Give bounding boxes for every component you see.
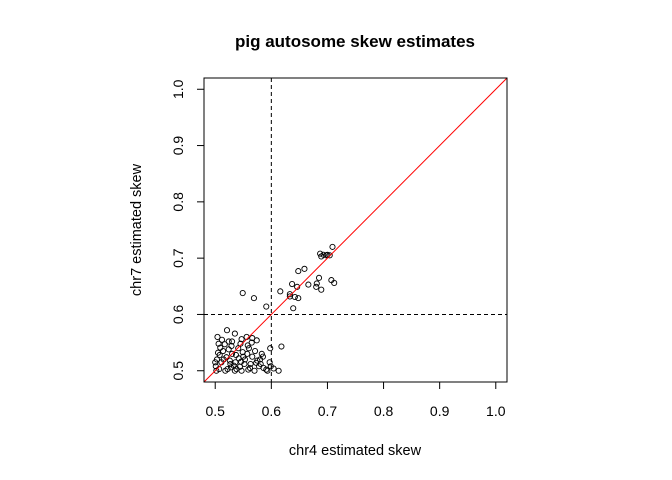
data-point (245, 345, 252, 352)
data-point (317, 250, 324, 257)
data-point (221, 341, 228, 348)
x-tick-label: 0.9 (430, 403, 450, 419)
data-point (237, 358, 245, 365)
y-axis-label: chr7 estimated skew (129, 163, 145, 296)
data-point (232, 351, 240, 359)
data-point (277, 288, 284, 295)
data-point (267, 345, 274, 352)
data-point (264, 367, 271, 374)
y-tick-label: 0.6 (170, 305, 186, 325)
data-point (253, 359, 260, 366)
data-point (244, 342, 251, 349)
data-point (315, 274, 323, 281)
x-tick-label: 0.6 (262, 403, 282, 419)
y-tick-label: 0.7 (170, 248, 186, 268)
data-point (212, 359, 219, 366)
data-point (226, 357, 233, 364)
data-point (224, 365, 231, 373)
data-point (231, 367, 238, 374)
data-point (229, 350, 236, 357)
data-point (289, 280, 296, 288)
data-point (218, 336, 226, 343)
data-point (305, 281, 312, 288)
data-point (240, 353, 247, 360)
points-layer (203, 77, 508, 383)
x-axis: 0.5 0.6 0.7 0.8 0.9 1.0 (205, 382, 506, 419)
data-point (286, 291, 293, 298)
data-point (229, 338, 236, 345)
data-point (295, 295, 302, 302)
data-point (216, 351, 223, 359)
data-point (257, 356, 264, 363)
data-point (250, 295, 257, 302)
data-point (248, 339, 255, 346)
data-point (225, 346, 232, 353)
x-tick-label: 1.0 (486, 403, 506, 419)
data-point (331, 279, 338, 286)
data-point (278, 343, 285, 350)
data-point (320, 251, 327, 258)
x-axis-label: chr4 estimated skew (289, 443, 422, 459)
data-point (290, 305, 297, 312)
data-point (252, 347, 259, 355)
data-point (249, 335, 256, 342)
data-point (301, 265, 308, 272)
data-point (294, 283, 301, 290)
data-point (239, 289, 246, 297)
x-tick-label: 0.7 (318, 403, 338, 419)
data-point (249, 353, 256, 360)
diagonal-line (203, 77, 508, 383)
data-point (227, 360, 234, 368)
data-point (313, 283, 320, 290)
data-point (244, 350, 251, 357)
data-point (258, 350, 265, 357)
data-point (275, 367, 282, 374)
y-tick-label: 0.9 (170, 136, 186, 156)
data-point (295, 268, 302, 275)
data-point (326, 252, 333, 259)
data-point (313, 280, 320, 287)
data-point (251, 367, 258, 374)
data-point (225, 338, 232, 345)
data-point (263, 366, 270, 373)
data-point (266, 359, 273, 366)
data-point (220, 347, 227, 355)
data-point (263, 303, 270, 310)
data-point (291, 293, 298, 301)
data-point (215, 340, 222, 347)
y-tick-label: 1.0 (170, 79, 186, 99)
y-tick-label: 0.5 (170, 361, 186, 381)
x-tick-label: 0.8 (374, 403, 394, 419)
x-tick-label: 0.5 (205, 403, 225, 419)
y-tick-label: 0.8 (170, 192, 186, 212)
data-point (318, 286, 325, 293)
data-point (228, 342, 235, 350)
data-point (246, 364, 254, 371)
data-point (245, 366, 252, 373)
y-axis: 0.5 0.6 0.7 0.8 0.9 1.0 (170, 79, 204, 380)
plot-area (204, 78, 507, 382)
data-point (238, 336, 245, 343)
data-point (247, 360, 254, 368)
plot-frame (203, 77, 508, 383)
chart-title: pig autosome skew estimates (235, 32, 475, 51)
data-point (214, 333, 221, 341)
data-point (235, 345, 242, 352)
data-point (267, 363, 274, 370)
data-point (329, 243, 336, 250)
data-point (223, 327, 231, 334)
data-point (231, 330, 238, 337)
